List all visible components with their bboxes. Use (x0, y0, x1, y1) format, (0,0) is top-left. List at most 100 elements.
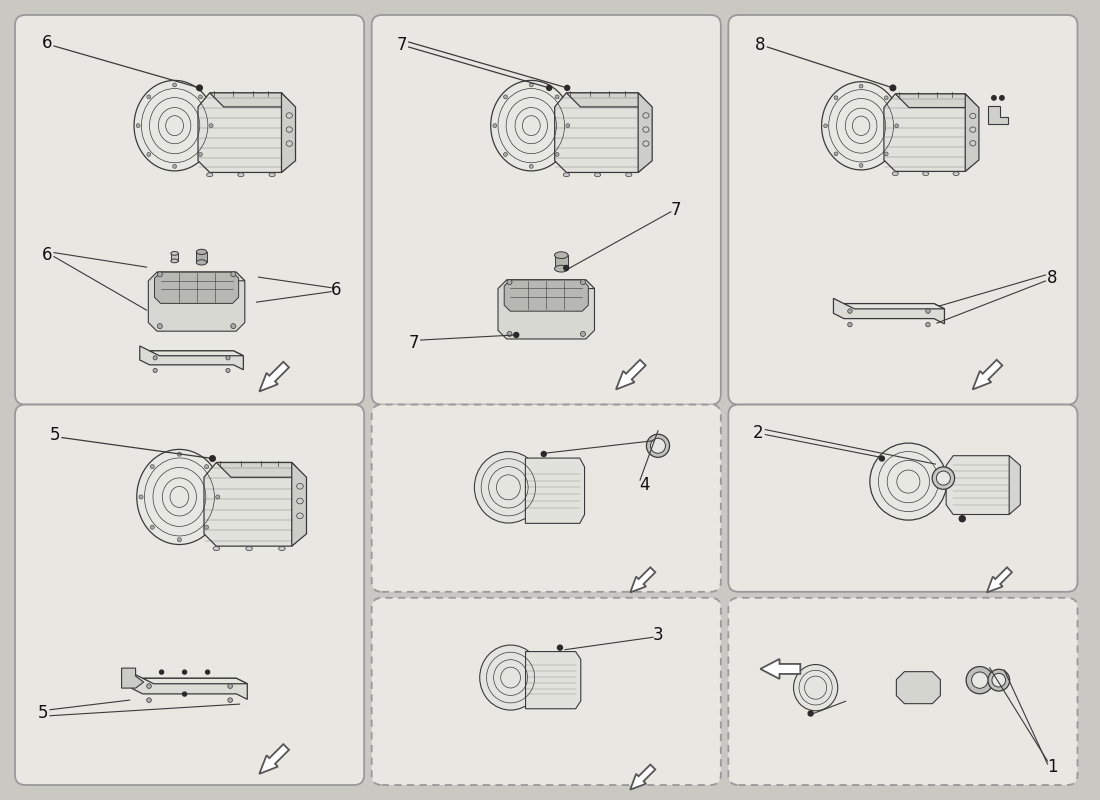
Ellipse shape (594, 173, 601, 177)
Circle shape (157, 324, 163, 329)
Ellipse shape (563, 173, 570, 177)
Bar (554, 255, 568, 269)
Ellipse shape (297, 513, 304, 518)
Circle shape (151, 465, 154, 469)
Circle shape (507, 279, 512, 285)
Ellipse shape (822, 82, 901, 170)
Ellipse shape (286, 127, 293, 132)
Circle shape (859, 163, 864, 167)
Circle shape (884, 96, 888, 100)
Ellipse shape (970, 127, 976, 132)
Circle shape (177, 538, 182, 542)
Circle shape (547, 86, 552, 90)
Ellipse shape (970, 141, 976, 146)
Circle shape (824, 124, 827, 128)
Circle shape (209, 124, 213, 127)
Circle shape (153, 356, 157, 360)
Circle shape (859, 84, 864, 88)
Ellipse shape (213, 546, 220, 550)
Circle shape (231, 324, 235, 329)
Text: 2: 2 (754, 424, 763, 442)
Polygon shape (566, 93, 650, 107)
Polygon shape (630, 567, 656, 593)
Ellipse shape (297, 498, 304, 504)
Circle shape (558, 645, 562, 650)
Ellipse shape (207, 173, 212, 177)
Circle shape (205, 525, 209, 530)
Polygon shape (498, 280, 594, 339)
Ellipse shape (988, 670, 1010, 691)
Ellipse shape (270, 173, 275, 177)
Polygon shape (217, 462, 305, 478)
Polygon shape (132, 673, 248, 699)
Polygon shape (526, 458, 584, 523)
Circle shape (153, 368, 157, 373)
Circle shape (197, 85, 202, 90)
Polygon shape (143, 678, 248, 684)
Ellipse shape (480, 645, 541, 710)
Ellipse shape (278, 546, 285, 550)
Polygon shape (140, 346, 243, 370)
Circle shape (147, 153, 151, 156)
FancyBboxPatch shape (372, 405, 720, 592)
Circle shape (228, 698, 232, 702)
Ellipse shape (971, 672, 988, 688)
Circle shape (183, 692, 187, 696)
Circle shape (529, 165, 534, 168)
Circle shape (514, 333, 519, 338)
Polygon shape (148, 272, 245, 331)
Circle shape (992, 96, 997, 100)
Ellipse shape (992, 674, 1005, 687)
Circle shape (529, 83, 534, 87)
Ellipse shape (196, 250, 207, 254)
Ellipse shape (953, 172, 959, 175)
Text: 8: 8 (1047, 269, 1058, 287)
Circle shape (507, 331, 512, 337)
Ellipse shape (136, 450, 222, 545)
Ellipse shape (642, 113, 649, 118)
Circle shape (890, 85, 895, 90)
Ellipse shape (474, 452, 542, 523)
Circle shape (504, 153, 507, 156)
Circle shape (206, 670, 210, 674)
Polygon shape (260, 362, 289, 391)
FancyBboxPatch shape (728, 15, 1078, 405)
Circle shape (151, 525, 154, 530)
Ellipse shape (286, 141, 293, 146)
Circle shape (136, 124, 140, 127)
Polygon shape (122, 668, 144, 688)
Ellipse shape (297, 483, 304, 489)
Polygon shape (526, 651, 581, 709)
Circle shape (1000, 96, 1004, 100)
Polygon shape (638, 93, 652, 173)
Circle shape (173, 165, 177, 168)
Circle shape (493, 124, 497, 127)
Circle shape (556, 153, 559, 156)
Circle shape (228, 684, 232, 689)
FancyBboxPatch shape (372, 598, 720, 785)
Ellipse shape (650, 438, 666, 454)
Circle shape (157, 272, 163, 277)
FancyBboxPatch shape (15, 405, 364, 785)
Ellipse shape (554, 252, 568, 258)
Circle shape (147, 95, 151, 98)
Polygon shape (157, 272, 245, 281)
Circle shape (226, 368, 230, 373)
Polygon shape (972, 360, 1002, 390)
Circle shape (210, 456, 216, 462)
Circle shape (160, 670, 164, 674)
FancyBboxPatch shape (728, 598, 1078, 785)
Ellipse shape (626, 173, 631, 177)
Circle shape (541, 451, 547, 457)
Polygon shape (282, 93, 296, 173)
Ellipse shape (554, 266, 568, 272)
Circle shape (563, 266, 569, 270)
Polygon shape (198, 93, 294, 173)
Polygon shape (895, 94, 978, 107)
Ellipse shape (134, 80, 216, 171)
Circle shape (959, 516, 966, 522)
Polygon shape (507, 280, 594, 289)
Circle shape (581, 331, 585, 337)
Text: 6: 6 (42, 246, 53, 264)
Text: 4: 4 (639, 476, 649, 494)
